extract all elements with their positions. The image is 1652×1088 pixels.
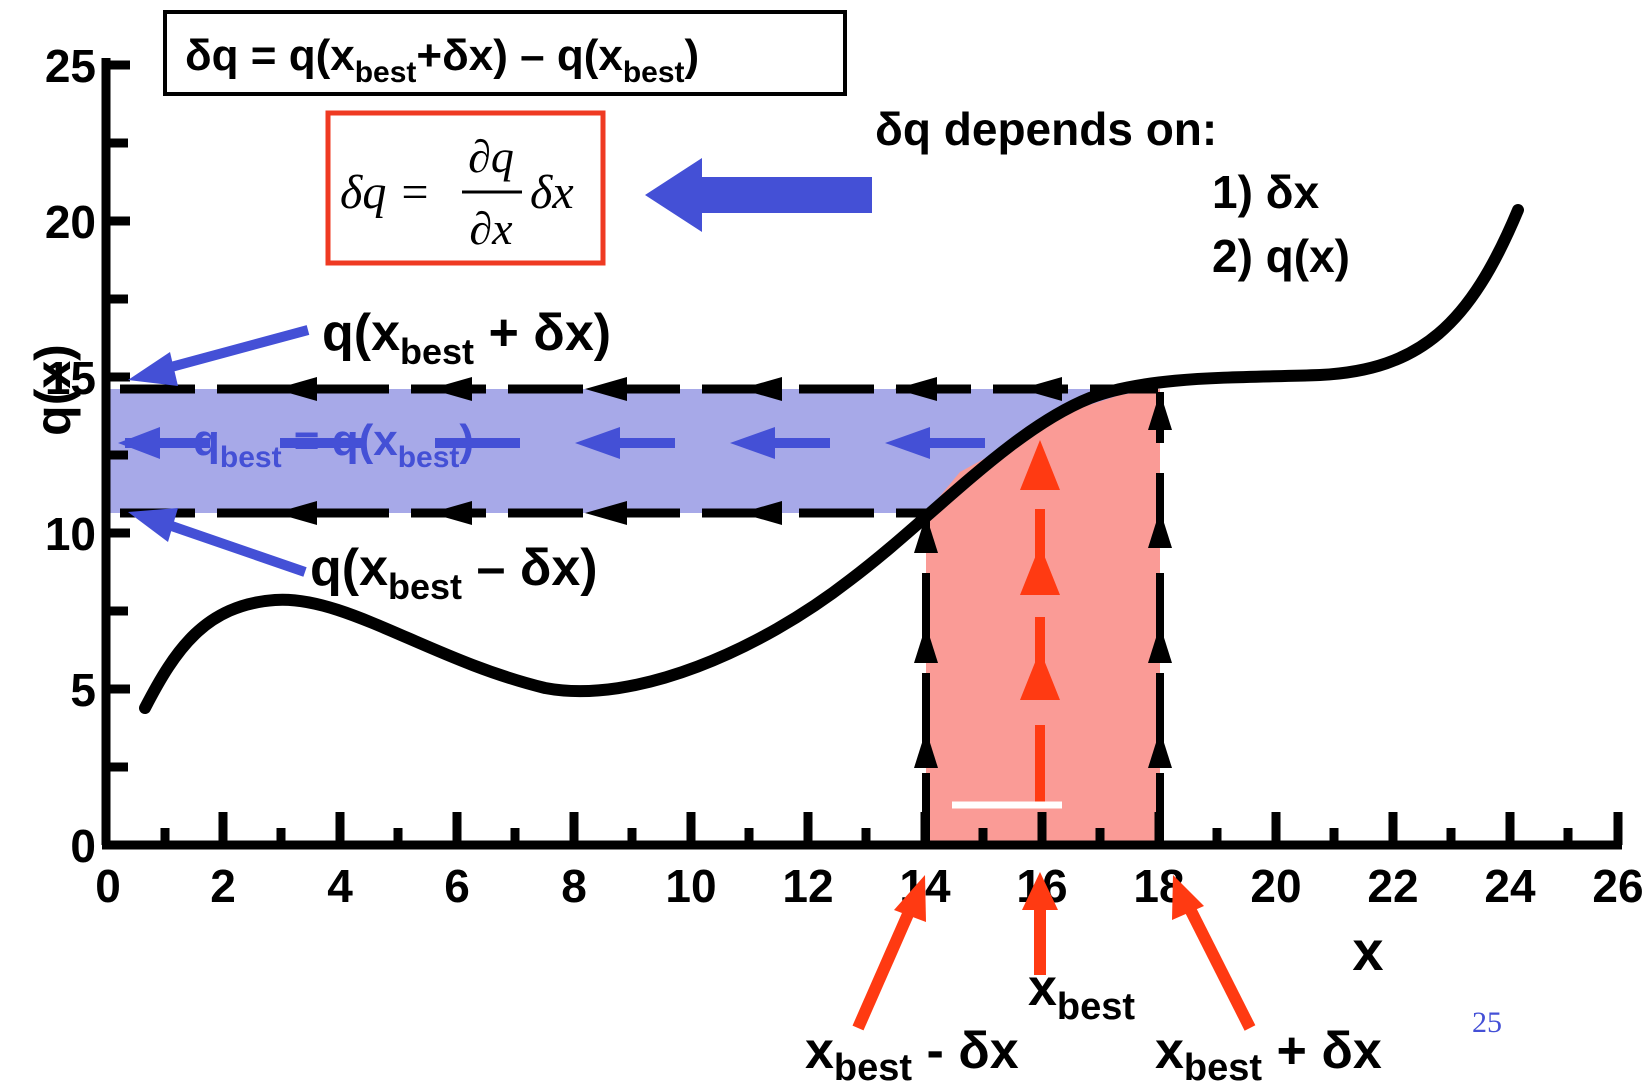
x-best-red-arrowheads xyxy=(1020,440,1060,700)
formula-text: δq = q(xbest+δx) – q(xbest) xyxy=(185,31,699,89)
derivative-denominator: ∂x xyxy=(469,203,513,254)
x-tick-12: 12 xyxy=(782,860,833,912)
x-tick-6: 6 xyxy=(444,860,470,912)
x-tick-26: 26 xyxy=(1592,860,1643,912)
y-tick-15: 15 xyxy=(45,352,96,404)
q-best-arrowheads xyxy=(118,427,930,459)
x-tick-labels: 0 2 4 6 8 10 12 14 16 18 20 22 24 26 xyxy=(95,860,1643,912)
derivative-box xyxy=(325,110,606,266)
y-tick-labels: 0 5 10 15 20 25 xyxy=(45,40,96,872)
depends-list: δq depends on: 1) δx 2) q(x) xyxy=(875,103,1350,282)
q-plus-arrowheads xyxy=(275,377,1062,401)
x-tick-22: 22 xyxy=(1367,860,1418,912)
q-minus-label: q(xbest – δx) xyxy=(310,539,598,607)
blue-pointer-q-plus xyxy=(128,325,310,386)
red-pointer-x-minus xyxy=(852,875,926,1031)
formula-box xyxy=(163,10,847,96)
derivative-formula: δq = ∂q ∂x δx xyxy=(340,131,574,254)
derivative-rhs: δx xyxy=(530,166,574,219)
y-tick-20: 20 xyxy=(45,196,96,248)
red-pointer-x-best xyxy=(1022,872,1058,975)
y-tick-5: 5 xyxy=(70,664,96,716)
x-axis-ticks xyxy=(160,812,1623,845)
x-tick-10: 10 xyxy=(665,860,716,912)
derivative-numerator: ∂q xyxy=(468,131,514,182)
big-blue-arrow xyxy=(645,158,872,232)
depends-title: δq depends on: xyxy=(875,103,1217,155)
x-best-label: xbest xyxy=(1028,959,1135,1028)
q-plus-label: q(xbest + δx) xyxy=(322,304,611,372)
x-axis-label: x xyxy=(1352,919,1383,982)
y-tick-25: 25 xyxy=(45,40,96,92)
q-best-label: qbest = q(xbest) xyxy=(193,416,474,474)
blue-pointer-q-minus xyxy=(128,508,307,577)
x-tick-24: 24 xyxy=(1484,860,1536,912)
page-number: 25 xyxy=(1472,1006,1502,1039)
y-tick-10: 10 xyxy=(45,508,96,560)
vertical-black-arrowheads xyxy=(914,392,1172,768)
x-tick-0: 0 xyxy=(95,860,121,912)
red-pointer-x-plus xyxy=(1172,875,1256,1031)
x-tick-2: 2 xyxy=(210,860,236,912)
q-minus-arrowheads xyxy=(275,501,782,525)
x-tick-8: 8 xyxy=(561,860,587,912)
x-minus-label: xbest - δx xyxy=(805,1022,1019,1088)
x-tick-20: 20 xyxy=(1250,860,1301,912)
x-tick-4: 4 xyxy=(327,860,353,912)
q-of-x-curve xyxy=(139,204,1524,714)
derivative-lhs: δq = xyxy=(340,166,431,219)
y-tick-0: 0 xyxy=(70,820,96,872)
x-plus-label: xbest + δx xyxy=(1155,1022,1382,1088)
depends-item-1: 1) δx xyxy=(1212,166,1320,218)
depends-item-2: 2) q(x) xyxy=(1212,230,1350,282)
y-axis xyxy=(101,58,130,845)
y-axis-label: q(x) xyxy=(25,344,81,436)
